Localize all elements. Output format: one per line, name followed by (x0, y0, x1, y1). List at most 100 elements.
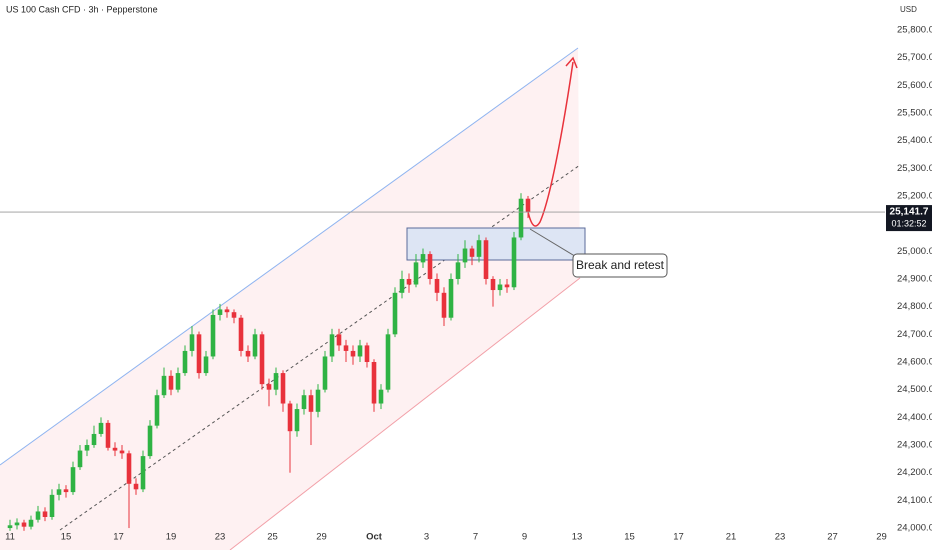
candle-body (280, 373, 286, 404)
candle-body (511, 237, 517, 288)
x-tick-label: 23 (775, 532, 786, 543)
candle-body (448, 278, 454, 318)
candle-body (91, 433, 97, 446)
candle-body (210, 314, 216, 357)
y-tick-label: 24,200.0 (897, 467, 932, 478)
x-tick-label: 19 (166, 532, 177, 543)
x-tick-label: 25 (267, 532, 278, 543)
retest-zone (406, 227, 586, 261)
chart-title: US 100 Cash CFD · 3h · Pepperstone (6, 4, 158, 14)
last-price-label: 25,141.7 (890, 207, 929, 218)
y-tick-label: 25,200.0 (897, 190, 932, 201)
candle-body (105, 422, 111, 448)
candle-body (315, 389, 321, 412)
x-tick-label: 29 (876, 532, 887, 543)
candle-body (350, 350, 356, 357)
candle-body (56, 489, 62, 495)
candle-body (357, 345, 363, 357)
last-price-box (886, 205, 932, 232)
channel-mid (59, 164, 581, 531)
candle-body (168, 375, 174, 390)
candle-body (196, 334, 202, 374)
y-tick-label: 24,700.0 (897, 329, 932, 340)
y-tick-label: 24,300.0 (897, 440, 932, 451)
x-tick-label: Oct (366, 532, 383, 543)
candle-body (63, 489, 69, 493)
candle-body (84, 445, 90, 451)
candle-body (476, 240, 482, 257)
candle-body (203, 356, 209, 374)
channel-upper (0, 47, 579, 466)
candle-body (231, 312, 237, 318)
candle-body (455, 262, 461, 279)
x-tick-label: 27 (827, 532, 838, 543)
candle-body (413, 262, 419, 285)
x-tick-label: 29 (316, 532, 327, 543)
candle-body (238, 317, 244, 351)
candle-body (126, 453, 132, 484)
candle-body (140, 456, 146, 490)
candles (7, 193, 531, 531)
candle-body (371, 362, 377, 404)
candle-body (497, 284, 503, 291)
x-tick-label: 15 (624, 532, 635, 543)
x-tick-label: 9 (522, 532, 527, 543)
y-tick-label: 25,600.0 (897, 80, 932, 91)
arrow-head (565, 56, 578, 69)
candle-body (161, 375, 167, 396)
y-tick-label: 25,800.0 (897, 24, 932, 35)
y-tick-label: 25,300.0 (897, 163, 932, 174)
x-tick-label: 21 (726, 532, 737, 543)
y-tick-label: 25,400.0 (897, 135, 932, 146)
candle-body (259, 334, 265, 385)
y-tick-label: 25,700.0 (897, 52, 932, 63)
candle-body (308, 395, 314, 412)
candle-body (189, 334, 195, 351)
candle-body (504, 284, 510, 288)
candle-body (154, 395, 160, 426)
candle-body (287, 403, 293, 432)
x-tick-label: 3 (424, 532, 429, 543)
x-tick-label: 7 (473, 532, 478, 543)
candle-body (385, 334, 391, 390)
candle-body (427, 254, 433, 279)
x-tick-label: 17 (113, 532, 124, 543)
y-tick-label: 24,000.0 (897, 523, 932, 534)
candle-body (434, 278, 440, 293)
annotation: Break and retest (576, 258, 665, 272)
candle-body (322, 356, 328, 390)
candle-body (119, 450, 125, 454)
y-tick-label: 24,100.0 (897, 495, 932, 506)
y-tick-label: 24,900.0 (897, 273, 932, 284)
candle-body (252, 334, 258, 357)
candle-body (420, 254, 426, 263)
candle-body (21, 522, 27, 527)
channel-lower (229, 277, 581, 550)
candle-body (98, 422, 104, 434)
candle-body (217, 309, 223, 315)
candle-body (273, 373, 279, 390)
callout-leader (529, 228, 579, 259)
candle-body (266, 384, 272, 390)
candle-body (28, 519, 34, 527)
x-tick-label: 15 (61, 532, 72, 543)
candle-body (469, 248, 475, 257)
candle-body (70, 467, 76, 493)
candle-body (483, 240, 489, 279)
currency: USD (900, 5, 917, 14)
countdown: 01:32:52 (891, 218, 926, 228)
candle-body (133, 483, 139, 490)
candle-body (14, 522, 20, 526)
candle-body (364, 345, 370, 363)
candle-body (378, 389, 384, 404)
callout-box (572, 253, 668, 278)
candle-body (245, 350, 251, 357)
candle-body (175, 373, 181, 390)
candle-body (35, 511, 41, 520)
candle-body (329, 334, 335, 357)
candle-body (147, 425, 153, 457)
candle-body (518, 198, 524, 238)
candle-body (399, 278, 405, 293)
x-tick-label: 13 (572, 532, 583, 543)
candle-body (42, 511, 48, 517)
